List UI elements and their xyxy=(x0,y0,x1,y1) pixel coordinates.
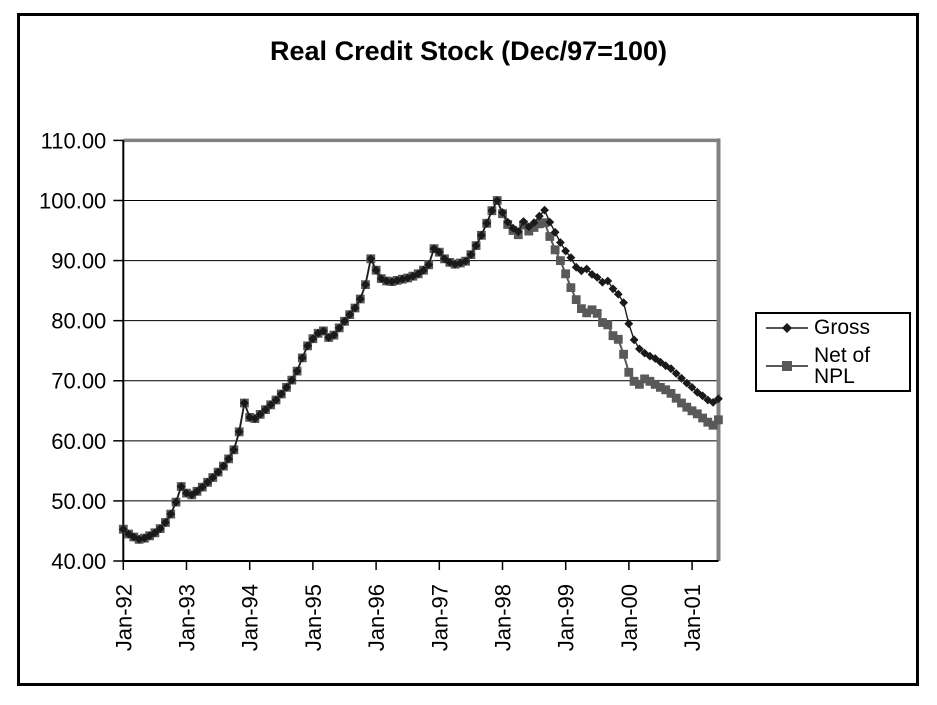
net-of-npl-marker-icon xyxy=(766,361,808,371)
y-tick-label: 90.00 xyxy=(51,249,106,274)
gross-marker-icon xyxy=(766,322,808,333)
x-tick-label: Jan-99 xyxy=(554,584,579,651)
y-tick-label: 60.00 xyxy=(51,429,106,454)
x-tick-label: Jan-92 xyxy=(111,584,136,651)
x-tick-label: Jan-96 xyxy=(364,584,389,651)
y-tick-label: 70.00 xyxy=(51,369,106,394)
y-tick-label: 80.00 xyxy=(51,309,106,334)
legend-label-net-of-npl: Net of NPL xyxy=(814,344,871,388)
legend-item-gross: Gross xyxy=(766,317,909,338)
x-tick-label: Jan-01 xyxy=(680,584,705,651)
x-tick-label: Jan-93 xyxy=(175,584,200,651)
x-tick-label: Jan-98 xyxy=(491,584,516,651)
chart-title: Real Credit Stock (Dec/97=100) xyxy=(270,36,667,66)
legend-label-gross: Gross xyxy=(814,316,871,339)
y-tick-label: 50.00 xyxy=(51,489,106,514)
y-tick-label: 110.00 xyxy=(41,128,107,153)
y-tick-label: 40.00 xyxy=(51,549,106,574)
x-tick-label: Jan-00 xyxy=(617,584,642,651)
x-tick-label: Jan-94 xyxy=(238,584,263,651)
legend-item-net-of-npl: Net of NPL xyxy=(766,345,909,387)
x-tick-label: Jan-97 xyxy=(427,584,452,651)
x-tick-label: Jan-95 xyxy=(301,584,326,651)
series-markers-net-of-npl xyxy=(118,196,723,544)
y-tick-label: 100.00 xyxy=(39,188,106,213)
legend: Gross Net of NPL xyxy=(755,312,911,392)
